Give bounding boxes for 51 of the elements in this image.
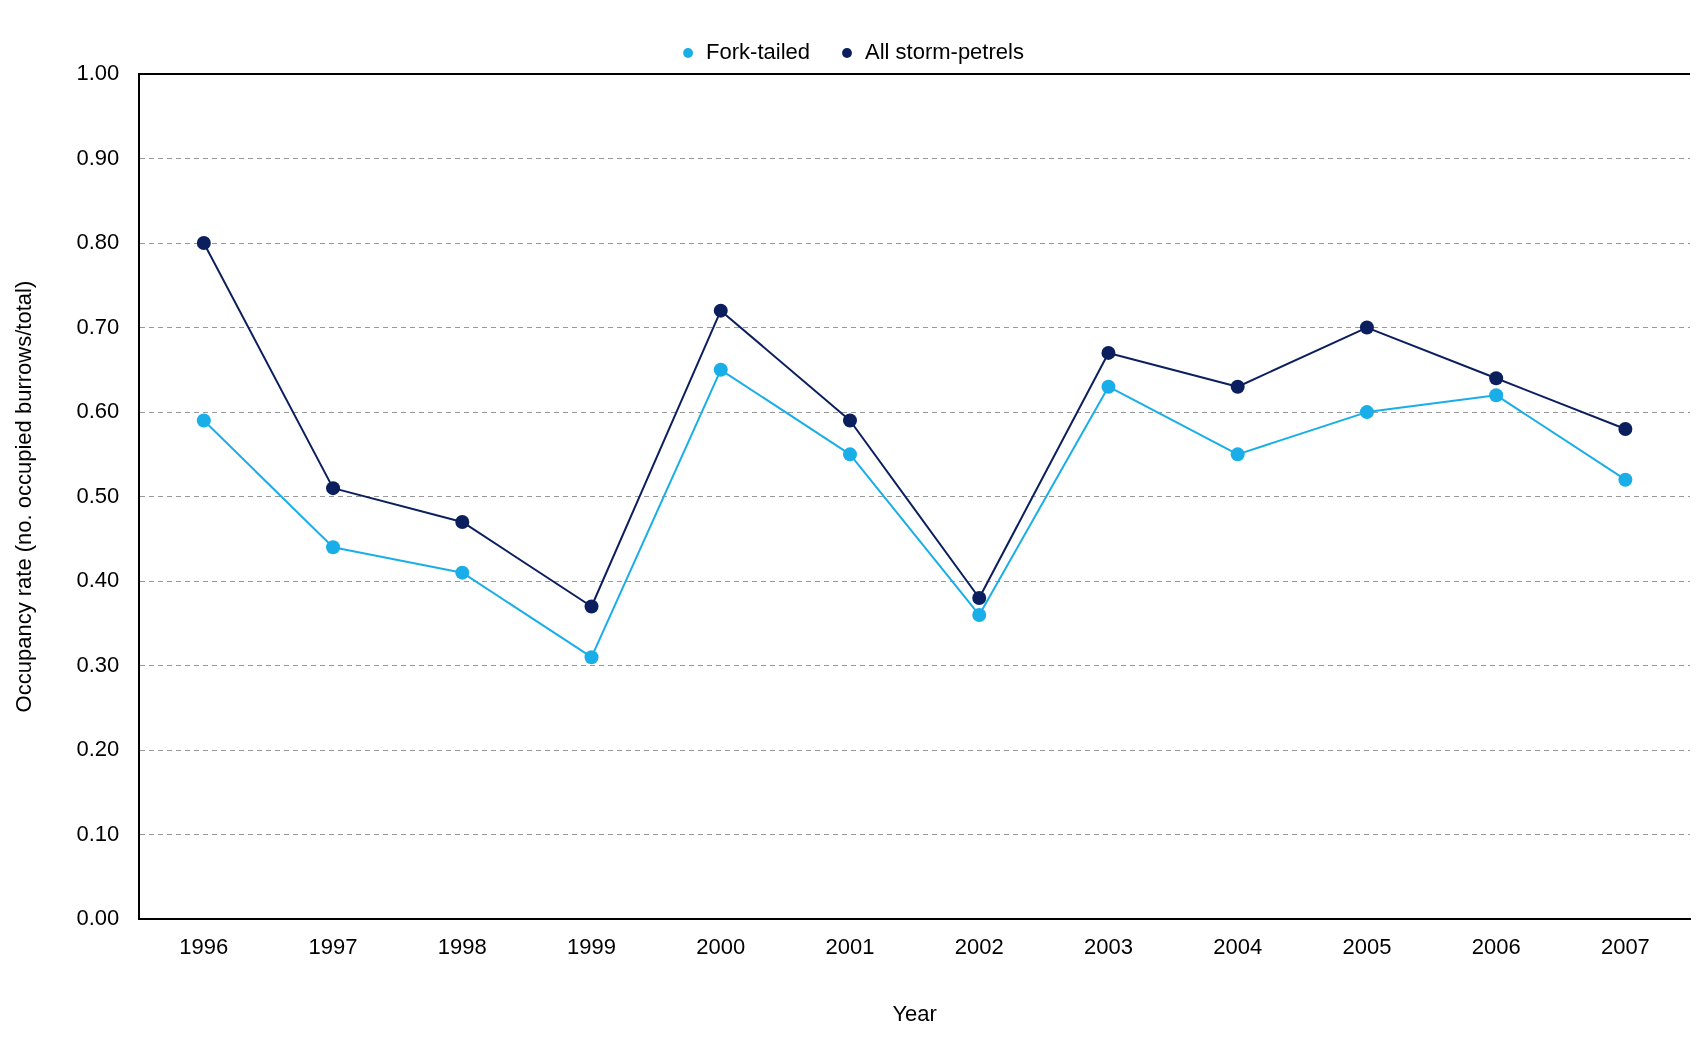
point xyxy=(842,447,857,462)
point xyxy=(1101,379,1116,394)
point xyxy=(584,599,599,614)
point xyxy=(1489,371,1504,386)
point xyxy=(196,413,211,428)
x-tick-label: 2006 xyxy=(1471,934,1521,960)
point xyxy=(1618,421,1633,436)
x-tick-label: 2002 xyxy=(954,934,1004,960)
y-tick-label: 0.20 xyxy=(76,736,120,762)
x-axis-title: Year xyxy=(892,1000,937,1026)
y-tick-label: 0.00 xyxy=(76,905,120,931)
y-tick-label: 0.80 xyxy=(76,229,120,255)
point xyxy=(972,591,987,606)
y-tick-label: 0.40 xyxy=(76,567,120,593)
point xyxy=(1230,379,1245,394)
x-tick-label: 2001 xyxy=(825,934,875,960)
x-tick-label: 2004 xyxy=(1213,934,1263,960)
x-tick-label: 2000 xyxy=(696,934,746,960)
point xyxy=(584,650,599,665)
point xyxy=(713,303,728,318)
x-tick-label: 1998 xyxy=(437,934,487,960)
point xyxy=(196,236,211,251)
point xyxy=(1489,388,1504,403)
point xyxy=(326,481,341,496)
point xyxy=(713,362,728,377)
point xyxy=(842,413,857,428)
legend-label: Fork-tailed xyxy=(706,39,810,65)
y-tick-label: 0.10 xyxy=(76,820,120,846)
point xyxy=(1101,345,1116,360)
point xyxy=(455,514,470,529)
x-tick-label: 2005 xyxy=(1342,934,1392,960)
y-tick-label: 0.50 xyxy=(76,482,120,508)
point xyxy=(1359,405,1374,420)
y-tick-label: 0.30 xyxy=(76,651,120,677)
point xyxy=(326,540,341,555)
point xyxy=(1230,447,1245,462)
y-tick-label: 0.90 xyxy=(76,144,120,170)
x-tick-label: 2003 xyxy=(1083,934,1133,960)
y-tick-label: 1.00 xyxy=(76,60,120,86)
point xyxy=(972,607,987,622)
x-tick-label: 1999 xyxy=(567,934,617,960)
y-tick-label: 0.70 xyxy=(76,313,120,339)
y-tick-label: 0.60 xyxy=(76,398,120,424)
legend-label: All storm-petrels xyxy=(865,39,1024,65)
x-tick-label: 1997 xyxy=(308,934,358,960)
point xyxy=(455,565,470,580)
point xyxy=(1618,472,1633,487)
point xyxy=(1359,320,1374,335)
x-tick-label: 2007 xyxy=(1600,934,1650,960)
x-tick-label: 1996 xyxy=(179,934,229,960)
y-axis-title: Occupancy rate (no. occupied burrows/total) xyxy=(11,280,37,713)
